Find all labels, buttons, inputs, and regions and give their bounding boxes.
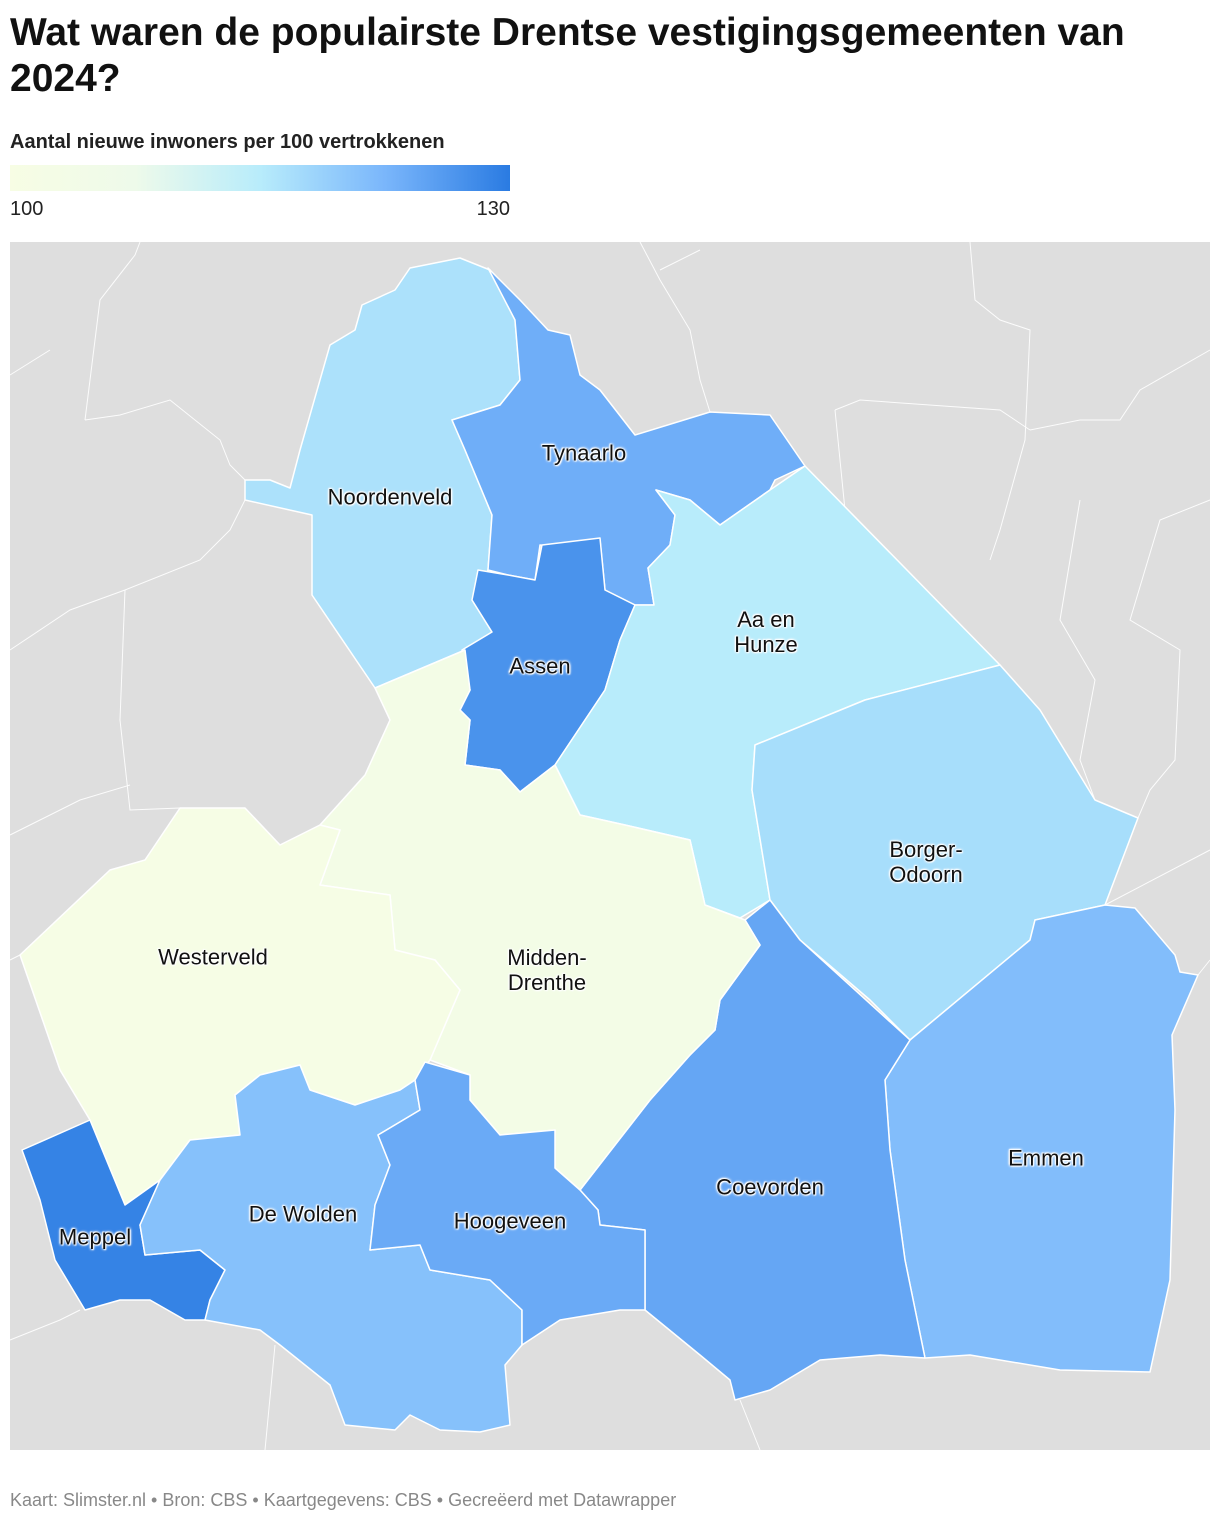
region-label: Emmen <box>1008 1145 1084 1171</box>
region-label: Coevorden <box>716 1174 824 1200</box>
municipalities <box>19 257 1199 1433</box>
legend-tick-label: 130 <box>477 198 510 220</box>
neighbor-borders <box>9 241 1211 1451</box>
region-label: Assen <box>509 653 571 679</box>
region-label: Tynaarlo <box>541 440 627 466</box>
chart-title: Wat waren de populairste Drentse vestigi… <box>10 11 1125 100</box>
region-label: Westerveld <box>158 944 268 970</box>
region-label: Meppel <box>58 1224 132 1250</box>
region <box>369 1061 646 1346</box>
legend-title: Aantal nieuwe inwoners per 100 vertrokke… <box>10 131 445 153</box>
region-label: Noordenveld <box>327 484 453 510</box>
region-label: Aa en Hunze <box>734 607 798 657</box>
legend-tick-label: 100 <box>10 198 43 220</box>
footer: Kaart: Slimster.nl • Bron: CBS • Kaartge… <box>10 1490 677 1510</box>
region-label: De Wolden <box>248 1201 358 1227</box>
region-label: Midden-Drenthe <box>507 945 587 995</box>
region-label: Hoogeveen <box>453 1208 567 1234</box>
legend-gradient <box>10 165 510 191</box>
region-label: Borger-Odoorn <box>889 837 963 887</box>
